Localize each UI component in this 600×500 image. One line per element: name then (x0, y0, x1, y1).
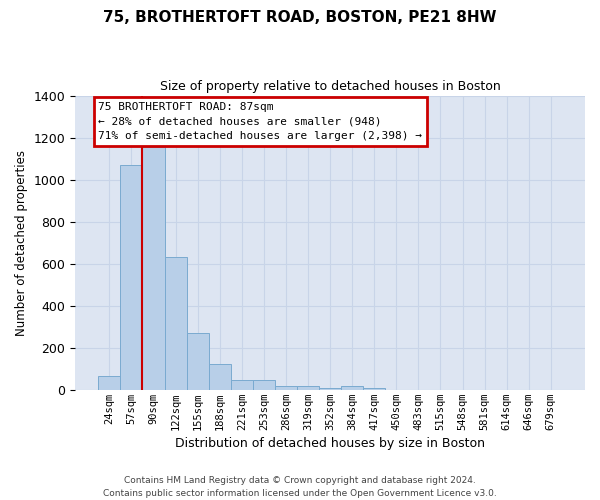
Bar (98, 376, 121, 390)
Bar (231, 380, 253, 390)
X-axis label: Distribution of detached houses by size in Boston: Distribution of detached houses by size … (175, 437, 485, 450)
Bar (341, 386, 363, 390)
Bar (297, 386, 319, 390)
Text: 75 BROTHERTOFT ROAD: 87sqm
← 28% of detached houses are smaller (948)
71% of sem: 75 BROTHERTOFT ROAD: 87sqm ← 28% of deta… (98, 102, 422, 142)
Bar (319, 388, 341, 390)
Bar (121, 165, 142, 390)
Bar (253, 380, 275, 390)
Bar (275, 386, 297, 390)
Bar (187, 333, 209, 390)
Y-axis label: Number of detached properties: Number of detached properties (15, 150, 28, 336)
Title: Size of property relative to detached houses in Boston: Size of property relative to detached ho… (160, 80, 500, 93)
Bar (209, 364, 231, 390)
Text: 75, BROTHERTOFT ROAD, BOSTON, PE21 8HW: 75, BROTHERTOFT ROAD, BOSTON, PE21 8HW (103, 10, 497, 25)
Bar (363, 388, 385, 390)
Bar (142, 147, 164, 390)
Bar (164, 258, 187, 390)
Text: Contains HM Land Registry data © Crown copyright and database right 2024.
Contai: Contains HM Land Registry data © Crown c… (103, 476, 497, 498)
